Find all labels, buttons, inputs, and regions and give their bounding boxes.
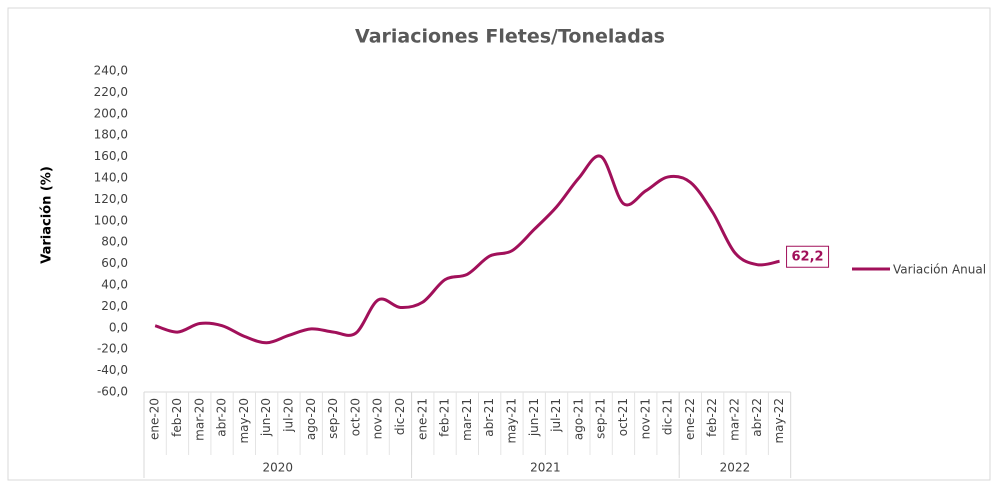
x-tick-label: abr-20 <box>215 398 229 437</box>
x-tick-label: ago-21 <box>571 398 585 440</box>
x-tick-label: jul-21 <box>549 398 563 433</box>
y-tick-label: -60,0 <box>97 385 128 399</box>
x-tick-label: may-20 <box>237 398 251 444</box>
x-tick-label: may-21 <box>504 398 518 444</box>
y-tick-label: 200,0 <box>94 106 128 120</box>
y-tick-label: 160,0 <box>94 149 128 163</box>
x-tick-label: oct-21 <box>616 398 630 436</box>
x-tick-label: jul-20 <box>281 398 295 433</box>
x-tick-label: sep-21 <box>594 398 608 439</box>
y-tick-label: 80,0 <box>101 235 128 249</box>
series-line <box>154 154 780 345</box>
x-tick-label: mar-21 <box>460 398 474 441</box>
y-tick-label: 140,0 <box>94 171 128 185</box>
x-tick-label: feb-20 <box>170 398 184 437</box>
group-label: 2020 <box>263 461 294 475</box>
y-tick-label: 20,0 <box>101 299 128 313</box>
x-tick-label: ene-22 <box>683 398 697 440</box>
group-label: 2022 <box>720 461 751 475</box>
y-tick-label: 40,0 <box>101 278 128 292</box>
x-tick-label: ene-20 <box>148 398 162 440</box>
x-tick-label: jun-20 <box>259 398 273 437</box>
y-tick-label: 220,0 <box>94 85 128 99</box>
x-tick-label: nov-20 <box>371 398 385 439</box>
x-tick-label: mar-22 <box>727 398 741 441</box>
legend-label: Variación Anual <box>893 263 986 277</box>
data-label: 62,2 <box>792 250 824 265</box>
y-tick-label: 100,0 <box>94 213 128 227</box>
x-tick-label: feb-21 <box>438 398 452 437</box>
data-label-box <box>786 245 830 268</box>
y-tick-label: -20,0 <box>97 342 128 356</box>
group-label: 2021 <box>530 461 561 475</box>
x-tick-label: may-22 <box>772 398 786 444</box>
y-tick-label: 0,0 <box>109 320 128 334</box>
x-tick-label: ene-21 <box>415 398 429 440</box>
x-tick-label: abr-22 <box>750 398 764 437</box>
x-tick-label: dic-21 <box>661 398 675 435</box>
y-tick-label: 180,0 <box>94 128 128 142</box>
x-tick-label: abr-21 <box>482 398 496 437</box>
chart-frame <box>7 7 991 481</box>
y-tick-label: 240,0 <box>94 64 128 78</box>
x-tick-label: nov-21 <box>638 398 652 439</box>
x-tick-label: ago-20 <box>304 398 318 440</box>
x-tick-label: feb-22 <box>705 398 719 437</box>
y-tick-label: -40,0 <box>97 363 128 377</box>
x-tick-label: jun-21 <box>527 398 541 437</box>
x-tick-label: mar-20 <box>192 398 206 441</box>
chart-title: Variaciones Fletes/Toneladas <box>355 26 665 48</box>
x-tick-label: oct-20 <box>348 398 362 436</box>
x-tick-label: dic-20 <box>393 398 407 435</box>
y-axis-label: Variación (%) <box>40 166 55 264</box>
x-tick-label: sep-20 <box>326 398 340 439</box>
y-tick-label: 120,0 <box>94 192 128 206</box>
y-tick-label: 60,0 <box>101 256 128 270</box>
